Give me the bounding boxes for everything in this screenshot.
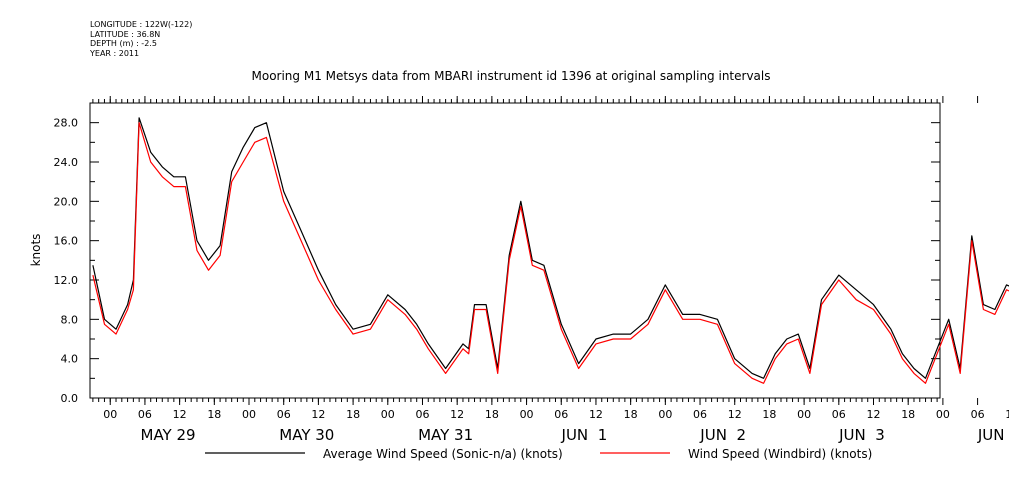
x-tick-label: 12 — [311, 408, 325, 421]
x-day-label: JUN 3 — [838, 426, 885, 444]
y-tick-label: 16.0 — [54, 235, 79, 248]
longitude-line: LONGITUDE : 122W(-122) — [90, 20, 193, 29]
x-tick-label: 12 — [450, 408, 464, 421]
year-line: YEAR : 2011 — [90, 48, 140, 58]
x-tick-label: 18 — [762, 408, 776, 421]
legend: Average Wind Speed (Sonic-n/a) (knots) Wi… — [205, 447, 872, 461]
x-tick-label: 06 — [971, 408, 985, 421]
x-tick-label: 06 — [277, 408, 291, 421]
y-tick-label: 20.0 — [54, 195, 79, 208]
depth-line: DEPTH (m) : -2.5 — [90, 39, 157, 48]
x-tick-label: 12 — [728, 408, 742, 421]
x-tick-label: 00 — [242, 408, 256, 421]
y-tick-label: 8.0 — [61, 313, 79, 326]
y-tick-label: 0.0 — [61, 392, 79, 405]
x-tick-label: 00 — [381, 408, 395, 421]
x-tick-label: 18 — [207, 408, 221, 421]
chart-title: Mooring M1 Metsys data from MBARI instru… — [252, 69, 771, 83]
x-day-label: MAY 30 — [279, 426, 334, 444]
x-tick-label: 06 — [832, 408, 846, 421]
x-tick-label: 12 — [1005, 408, 1009, 421]
series-line-average-wind-speed — [92, 117, 1009, 379]
x-tick-label: 18 — [624, 408, 638, 421]
y-tick-label: 12.0 — [54, 274, 79, 287]
x-tick-label: 00 — [520, 408, 534, 421]
x-day-label: MAY 31 — [418, 426, 473, 444]
x-tick-label: 06 — [693, 408, 707, 421]
series-group — [92, 117, 1009, 384]
x-tick-label: 12 — [173, 408, 187, 421]
axes-group: 00 06 12 18 00 06 12 18 00 06 12 18 00 06 12 18 00 06 12 18… — [54, 96, 1009, 444]
x-tick-label: 12 — [867, 408, 881, 421]
x-tick-label: 06 — [415, 408, 429, 421]
legend-label-average: Average Wind Speed (Sonic-n/a) (knots) — [323, 447, 563, 461]
x-tick-label: 00 — [936, 408, 950, 421]
x-day-label: JUN 2 — [699, 426, 746, 444]
x-tick-label: 06 — [138, 408, 152, 421]
x-tick-label: 06 — [554, 408, 568, 421]
y-tick-label: 24.0 — [54, 156, 79, 169]
x-tick-label: 12 — [589, 408, 603, 421]
x-day-label: MAY 29 — [141, 426, 196, 444]
x-tick-label: 18 — [346, 408, 360, 421]
station-metadata: LONGITUDE : 122W(-122) LATITUDE : 36.8N … — [90, 20, 192, 58]
x-tick-label: 18 — [485, 408, 499, 421]
latitude-line: LATITUDE : 36.8N — [90, 29, 161, 39]
x-day-label: JUN 4 — [977, 426, 1009, 444]
legend-label-windbird: Wind Speed (Windbird) (knots) — [688, 447, 872, 461]
y-tick-label: 28.0 — [54, 117, 79, 130]
y-axis-label: knots — [29, 234, 43, 267]
x-tick-label: 00 — [658, 408, 672, 421]
series-line-windbird-wind-speed — [92, 122, 1009, 384]
x-tick-label: 18 — [901, 408, 915, 421]
x-tick-label: 00 — [103, 408, 117, 421]
x-day-label: JUN 1 — [561, 426, 608, 444]
x-tick-label: 00 — [797, 408, 811, 421]
y-tick-label: 4.0 — [61, 353, 79, 366]
